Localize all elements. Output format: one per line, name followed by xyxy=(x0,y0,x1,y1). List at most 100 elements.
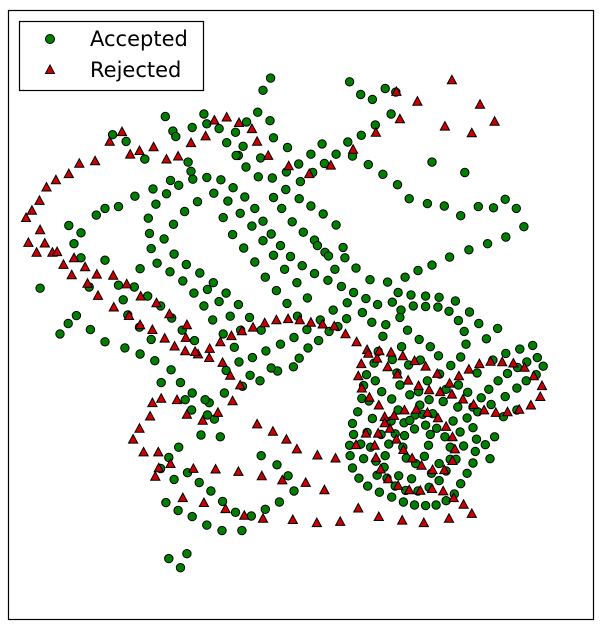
legend-marker-accepted xyxy=(45,34,55,44)
rejected-point xyxy=(251,418,263,429)
accepted-point xyxy=(367,413,378,424)
accepted-point xyxy=(100,203,110,214)
rejected-point xyxy=(171,394,183,405)
accepted-point xyxy=(532,352,542,363)
rejected-point xyxy=(394,113,406,124)
rejected-point xyxy=(138,446,150,457)
accepted-point xyxy=(396,342,407,352)
accepted-point xyxy=(463,387,473,397)
rejected-point xyxy=(181,408,193,419)
accepted-point xyxy=(500,194,510,205)
rejected-point xyxy=(373,510,385,521)
accepted-point xyxy=(180,395,190,405)
accepted-point xyxy=(156,377,166,388)
accepted-point xyxy=(295,176,306,187)
rejected-point xyxy=(311,517,323,528)
rejected-point xyxy=(427,464,439,475)
rejected-point xyxy=(123,309,135,320)
accepted-point xyxy=(287,217,297,227)
rejected-point xyxy=(212,406,224,417)
accepted-point xyxy=(489,432,500,442)
rejected-point xyxy=(420,360,432,371)
rejected-point xyxy=(399,404,410,415)
rejected-point xyxy=(373,399,385,410)
accepted-point xyxy=(113,280,124,290)
rejected-point xyxy=(392,368,403,379)
accepted-point xyxy=(161,189,172,199)
accepted-point xyxy=(234,357,244,367)
accepted-point xyxy=(100,255,110,265)
accepted-point xyxy=(294,194,304,204)
rejected-point xyxy=(180,331,192,342)
accepted-point xyxy=(268,192,279,203)
rejected-point xyxy=(251,135,263,146)
accepted-point xyxy=(200,395,210,405)
accepted-point xyxy=(100,337,110,347)
accepted-point xyxy=(294,353,304,363)
accepted-point xyxy=(456,211,466,221)
accepted-point xyxy=(414,334,424,345)
rejected-point xyxy=(210,463,222,474)
accepted-point xyxy=(258,85,268,96)
legend-label-rejected: Rejected xyxy=(90,58,181,82)
rejected-point xyxy=(172,150,184,161)
accepted-point xyxy=(76,228,86,238)
accepted-point xyxy=(218,329,228,339)
accepted-point xyxy=(472,368,482,378)
accepted-point xyxy=(250,203,260,214)
accepted-point xyxy=(253,172,263,182)
accepted-point xyxy=(399,430,410,441)
rejected-point xyxy=(197,414,209,425)
accepted-point xyxy=(241,117,252,127)
accepted-point xyxy=(400,272,410,282)
accepted-point xyxy=(253,107,263,117)
accepted-point xyxy=(166,365,176,375)
accepted-point xyxy=(164,553,174,564)
rejected-point xyxy=(372,427,384,438)
rejected-point xyxy=(108,301,120,312)
accepted-point xyxy=(202,410,213,420)
rejected-point xyxy=(34,194,45,205)
accepted-point xyxy=(235,208,245,219)
accepted-point xyxy=(279,264,290,274)
accepted-point xyxy=(462,468,472,478)
accepted-point xyxy=(267,173,277,183)
accepted-point xyxy=(144,228,155,239)
rejected-point xyxy=(434,386,446,397)
rejected-point xyxy=(474,98,486,109)
accepted-point xyxy=(420,291,431,301)
accepted-point xyxy=(323,275,333,285)
rejected-point xyxy=(388,409,400,420)
accepted-point xyxy=(55,329,65,339)
rejected-point xyxy=(385,346,397,357)
rejected-point xyxy=(507,357,519,368)
accepted-point xyxy=(328,305,338,315)
accepted-point xyxy=(485,454,495,464)
accepted-point xyxy=(181,259,192,270)
accepted-point xyxy=(159,234,169,244)
rejected-point xyxy=(51,246,63,257)
accepted-point xyxy=(217,525,227,536)
accepted-point xyxy=(230,127,241,138)
accepted-point xyxy=(118,295,128,305)
rejected-point xyxy=(446,74,458,85)
accepted-point xyxy=(237,525,247,536)
rejected-point xyxy=(82,277,93,288)
rejected-point xyxy=(468,398,480,409)
rejected-point xyxy=(355,358,367,369)
accepted-point xyxy=(464,307,475,317)
rejected-point xyxy=(496,356,508,367)
rejected-point xyxy=(440,420,452,431)
rejected-point xyxy=(439,120,451,131)
rejected-point xyxy=(397,350,409,361)
accepted-point xyxy=(486,399,496,410)
accepted-point xyxy=(71,310,82,321)
accepted-point xyxy=(331,149,341,159)
rejected-point xyxy=(66,269,78,280)
rejected-point xyxy=(68,252,80,263)
rejected-point xyxy=(185,137,197,148)
accepted-point xyxy=(511,203,521,214)
accepted-point xyxy=(214,296,224,307)
accepted-point xyxy=(217,496,228,507)
rejected-point xyxy=(447,431,458,442)
